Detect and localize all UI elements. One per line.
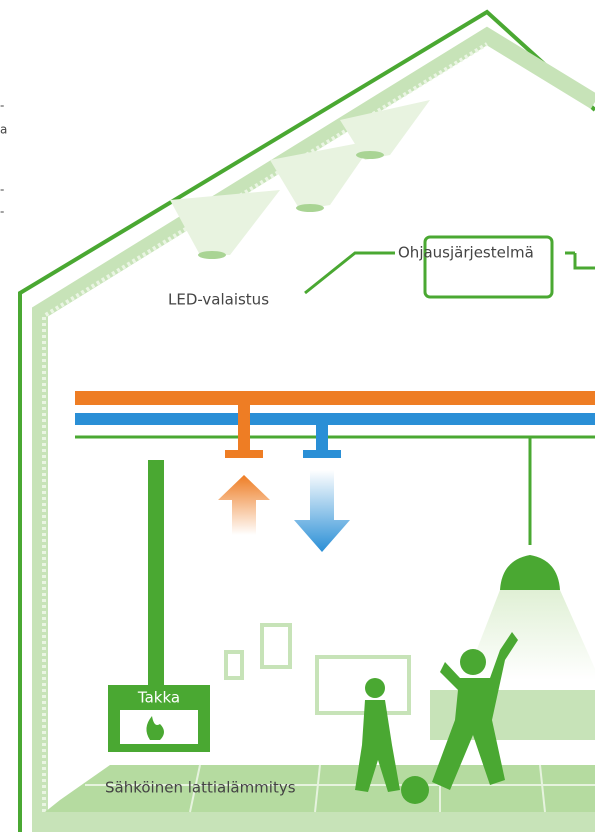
insulation bbox=[42, 42, 489, 812]
edge-text: - bbox=[0, 183, 4, 197]
warm-duct bbox=[225, 450, 263, 458]
control-label: Ohjausjärjestelmä bbox=[398, 244, 534, 262]
cold-pipe bbox=[75, 413, 595, 425]
warm-duct bbox=[238, 405, 250, 455]
cold-duct bbox=[303, 450, 341, 458]
leader-line bbox=[304, 251, 395, 295]
floor-tiles bbox=[85, 764, 595, 813]
control-box bbox=[423, 235, 554, 299]
warm-pipe bbox=[75, 391, 595, 405]
house-wall bbox=[32, 26, 595, 820]
cold-arrow bbox=[294, 470, 350, 552]
foundation bbox=[32, 812, 595, 832]
floor-label: Sähköinen lattialämmitys bbox=[105, 779, 296, 797]
warm-arrow bbox=[218, 475, 270, 535]
edge-text: a bbox=[0, 123, 7, 137]
flame bbox=[146, 716, 164, 740]
lamp bbox=[500, 555, 560, 590]
wall-pictures bbox=[224, 623, 411, 715]
fireplace-label: Takka bbox=[137, 689, 180, 707]
leader-line bbox=[573, 253, 595, 270]
edge-text: - bbox=[0, 205, 4, 219]
people bbox=[355, 632, 518, 804]
edge-text: - bbox=[0, 99, 4, 113]
led-label: LED-valaistus bbox=[168, 291, 269, 309]
chimney bbox=[148, 460, 164, 690]
led-beams bbox=[170, 100, 430, 255]
cold-duct bbox=[316, 425, 328, 455]
led-fixtures bbox=[198, 151, 384, 259]
floor bbox=[45, 765, 595, 812]
